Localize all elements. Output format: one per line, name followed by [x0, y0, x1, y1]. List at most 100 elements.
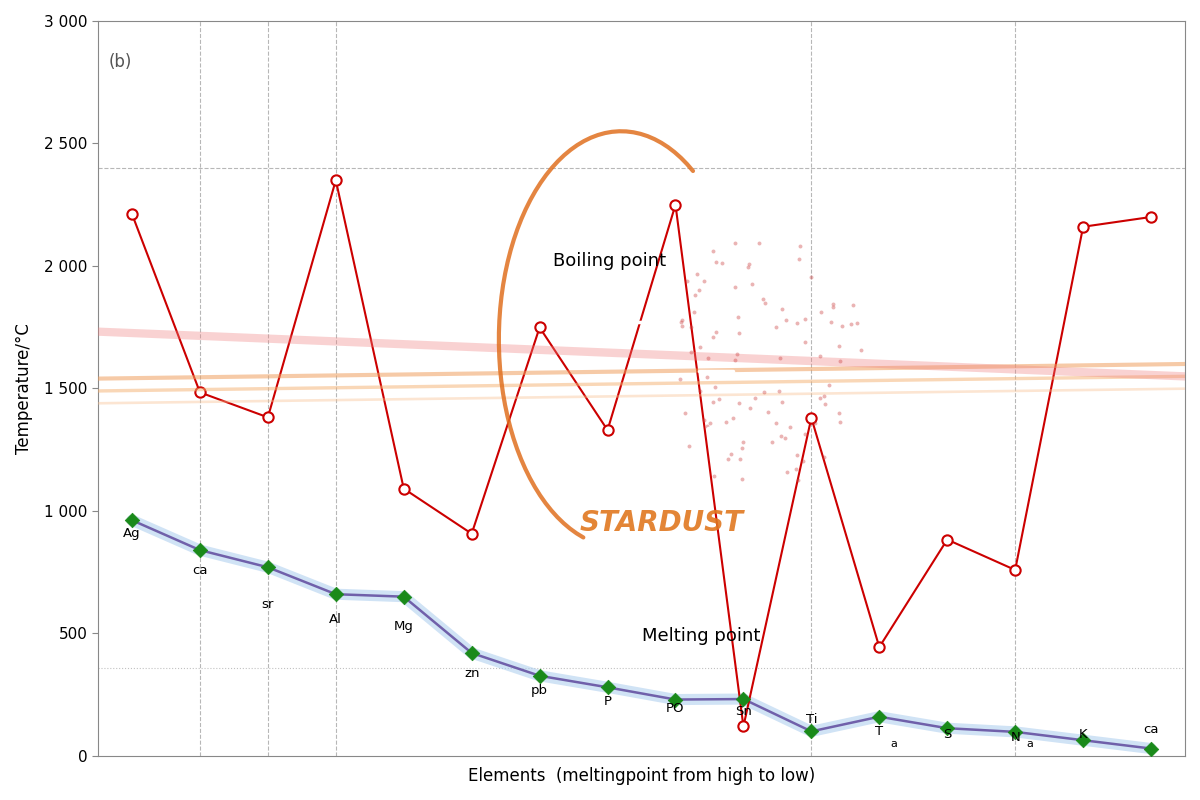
- Point: [679, 440, 698, 453]
- Point: [730, 397, 749, 410]
- Point: [703, 330, 722, 343]
- Point: [745, 391, 764, 404]
- Point: [697, 419, 716, 432]
- Point: [820, 379, 839, 392]
- Point: [830, 416, 850, 429]
- Point: [719, 453, 738, 466]
- Point: [462, 527, 481, 540]
- Point: [796, 313, 815, 326]
- Point: [811, 306, 830, 318]
- Text: Melting point: Melting point: [642, 627, 760, 645]
- Point: [690, 341, 709, 354]
- Point: [690, 284, 709, 297]
- Ellipse shape: [0, 254, 1200, 538]
- Point: [743, 278, 762, 290]
- Point: [815, 398, 834, 410]
- Point: [707, 255, 726, 268]
- Point: [701, 417, 720, 430]
- Point: [829, 339, 848, 352]
- Point: [937, 722, 956, 734]
- Text: pb: pb: [532, 684, 548, 697]
- Point: [778, 465, 797, 478]
- Point: [870, 641, 889, 654]
- Point: [830, 354, 850, 367]
- Text: Boiling point: Boiling point: [553, 252, 666, 270]
- Point: [666, 693, 685, 706]
- Point: [829, 406, 848, 419]
- Point: [787, 462, 806, 475]
- Point: [787, 317, 806, 330]
- Text: N: N: [1010, 730, 1020, 744]
- Point: [758, 406, 778, 418]
- Point: [462, 646, 481, 659]
- Point: [122, 208, 142, 221]
- Text: K: K: [1079, 728, 1087, 741]
- Point: [670, 373, 689, 386]
- Point: [773, 303, 792, 316]
- Point: [191, 386, 210, 398]
- Point: [754, 292, 773, 305]
- Point: [802, 725, 821, 738]
- Point: [688, 267, 707, 280]
- Point: [823, 301, 842, 314]
- Point: [713, 257, 732, 270]
- Point: [258, 561, 277, 574]
- Y-axis label: Temperature/°C: Temperature/°C: [14, 323, 32, 454]
- Point: [695, 414, 714, 426]
- Point: [767, 417, 786, 430]
- Text: Sn: Sn: [734, 705, 752, 718]
- Text: Mg: Mg: [394, 621, 414, 634]
- Point: [709, 393, 728, 406]
- Point: [676, 407, 695, 420]
- Point: [769, 385, 788, 398]
- Point: [726, 354, 745, 366]
- Point: [326, 174, 346, 186]
- Point: [739, 258, 758, 270]
- Point: [1074, 220, 1093, 233]
- Point: [730, 326, 749, 339]
- Point: [1141, 742, 1160, 755]
- Text: (b): (b): [108, 53, 132, 71]
- Point: [725, 237, 744, 250]
- Text: PO: PO: [666, 702, 685, 715]
- Point: [821, 315, 840, 328]
- Point: [716, 415, 736, 428]
- Point: [810, 392, 829, 405]
- Point: [691, 385, 710, 398]
- Point: [800, 270, 820, 283]
- Point: [776, 314, 796, 326]
- Text: Al: Al: [329, 613, 342, 626]
- Text: P: P: [604, 695, 612, 708]
- Point: [707, 326, 726, 338]
- Point: [794, 427, 814, 440]
- Point: [678, 274, 697, 287]
- Point: [530, 670, 550, 682]
- Point: [767, 320, 786, 333]
- Point: [1074, 734, 1093, 746]
- Ellipse shape: [0, 170, 1200, 573]
- Point: [1006, 726, 1025, 738]
- Text: ca: ca: [192, 564, 208, 577]
- Point: [728, 310, 748, 323]
- Point: [326, 588, 346, 601]
- Point: [704, 469, 724, 482]
- Point: [844, 298, 863, 311]
- Point: [740, 402, 760, 414]
- Point: [732, 442, 751, 454]
- Point: [788, 448, 808, 461]
- Point: [684, 306, 703, 318]
- Point: [191, 544, 210, 557]
- Point: [721, 447, 740, 460]
- Point: [703, 244, 722, 257]
- Point: [793, 454, 812, 467]
- X-axis label: Elements  (meltingpoint from high to low): Elements (meltingpoint from high to low): [468, 767, 815, 785]
- Point: [394, 590, 413, 603]
- Point: [776, 432, 796, 445]
- Point: [756, 297, 775, 310]
- Point: [682, 321, 701, 334]
- Point: [682, 346, 701, 358]
- Text: a: a: [1027, 739, 1033, 749]
- Point: [810, 350, 829, 363]
- Point: [685, 289, 704, 302]
- Point: [832, 320, 851, 333]
